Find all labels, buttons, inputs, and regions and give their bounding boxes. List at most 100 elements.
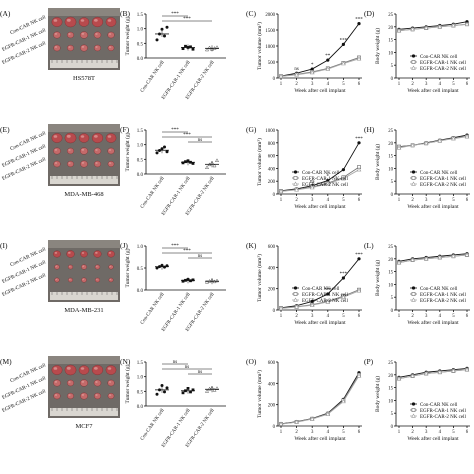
cell-line-caption: MCF7 [76,423,94,430]
tumor-highlight [53,135,58,138]
legend-marker [293,297,298,302]
series-point [410,373,415,378]
x-tick-label: 2 [411,82,414,87]
tumor-specimen [107,161,115,167]
series-point [357,22,361,26]
series-point [437,24,443,29]
y-tick-label: 600 [268,361,276,366]
cell-line-caption: MDA-MB-468 [64,191,103,198]
tumor-specimen [91,364,104,376]
x-tick-label: 5 [452,314,455,319]
x-category-label: EGFR-CAR-2 NK cell [185,176,216,217]
panel-label: (E) [0,125,10,134]
y-tick-label: 0.0 [137,405,144,410]
x-tick-label: 2 [411,430,414,435]
photo-top-strip [48,240,120,248]
tumor-specimen [54,264,60,270]
legend-entry: EGFR-CAR-1 NK cell [420,293,466,298]
panel-label: (P) [364,357,374,366]
series-point [310,299,314,304]
tumor-highlight [54,381,58,383]
panel-label: (A) [0,9,11,18]
tumor-specimen [54,277,60,283]
series-point [464,252,470,257]
y-tick-label: 1.5 [137,129,144,134]
significance-label: ns [294,67,299,72]
tumor-specimen [64,132,77,144]
tumor-volume-chart: (C) 0 500 1000 1500 2000 1 2 3 4 5 6 Week after cell… [246,9,363,94]
tumor-specimen [93,160,101,168]
cell-line-caption: MDA-MB-231 [64,307,103,314]
significance-label: *** [183,249,191,254]
y-tick-label: 1000 [265,45,275,50]
x-tick-label: 1 [280,198,283,203]
series-line [280,58,360,77]
y-tick-label: 800 [268,142,276,147]
tumor-highlight [108,252,112,254]
data-point [214,158,220,162]
data-point [191,47,195,51]
y-tick-label: 1000 [265,129,275,134]
tumor-highlight [68,381,71,383]
significance-label: ** [325,54,331,59]
series-line [398,367,468,378]
y-tick-label: 1500 [265,29,275,34]
series-point [423,140,429,146]
tumor-highlight [108,394,112,396]
series-point [310,67,314,71]
tumor-specimen [91,132,104,144]
legend-entry: EGFR-CAR-2 NK cell [420,299,466,304]
legend-marker [293,292,298,296]
legend-marker [293,176,298,180]
x-tick-label: 6 [466,430,469,435]
y-axis-label: Body weight (g) [374,28,381,64]
tumor-specimen [53,379,61,387]
significance-label: ns [310,180,315,185]
series-line [398,134,468,148]
y-tick-label: 25 [388,13,393,18]
tumor-highlight [95,46,98,48]
x-tick-label: 6 [358,314,361,319]
significance-label: ns [198,254,203,259]
series-line [280,57,360,77]
significance-label: *** [171,244,179,249]
panel-label: (M) [0,357,12,366]
x-category-label: Con-CAR NK cell [140,176,166,210]
panel-label: (N) [120,357,131,366]
x-tick-label: 2 [295,314,298,319]
tumor-specimen [107,45,115,51]
tumor-highlight [80,19,85,22]
tumor-specimen [67,392,74,400]
tumor-highlight [81,46,85,48]
series-point [451,253,456,258]
series-point [341,42,345,47]
series-line [280,169,360,192]
tumor-specimen [79,147,88,155]
tumor-highlight [68,162,71,164]
tumor-specimen [107,393,115,399]
x-tick-label: 3 [425,314,428,319]
tumor-highlight [93,135,98,138]
x-tick-label: 6 [466,314,469,319]
photo-top-strip [48,8,120,16]
x-axis-label: Week after cell implant [294,435,346,442]
data-point [189,45,192,49]
series-point [356,167,362,172]
tumor-highlight [107,367,112,370]
y-tick-label: 0.0 [137,173,144,178]
tumor-highlight [54,46,58,48]
legend-marker [411,176,416,180]
data-point [191,278,195,282]
x-tick-label: 1 [280,430,283,435]
data-point [212,387,217,392]
data-point [181,391,185,395]
photo-ruler [50,408,118,416]
data-point [155,151,159,155]
y-axis-label: Body weight (g) [374,260,381,296]
series-point [341,276,345,280]
tumor-specimen [66,379,74,387]
y-tick-label: 0 [273,309,276,314]
